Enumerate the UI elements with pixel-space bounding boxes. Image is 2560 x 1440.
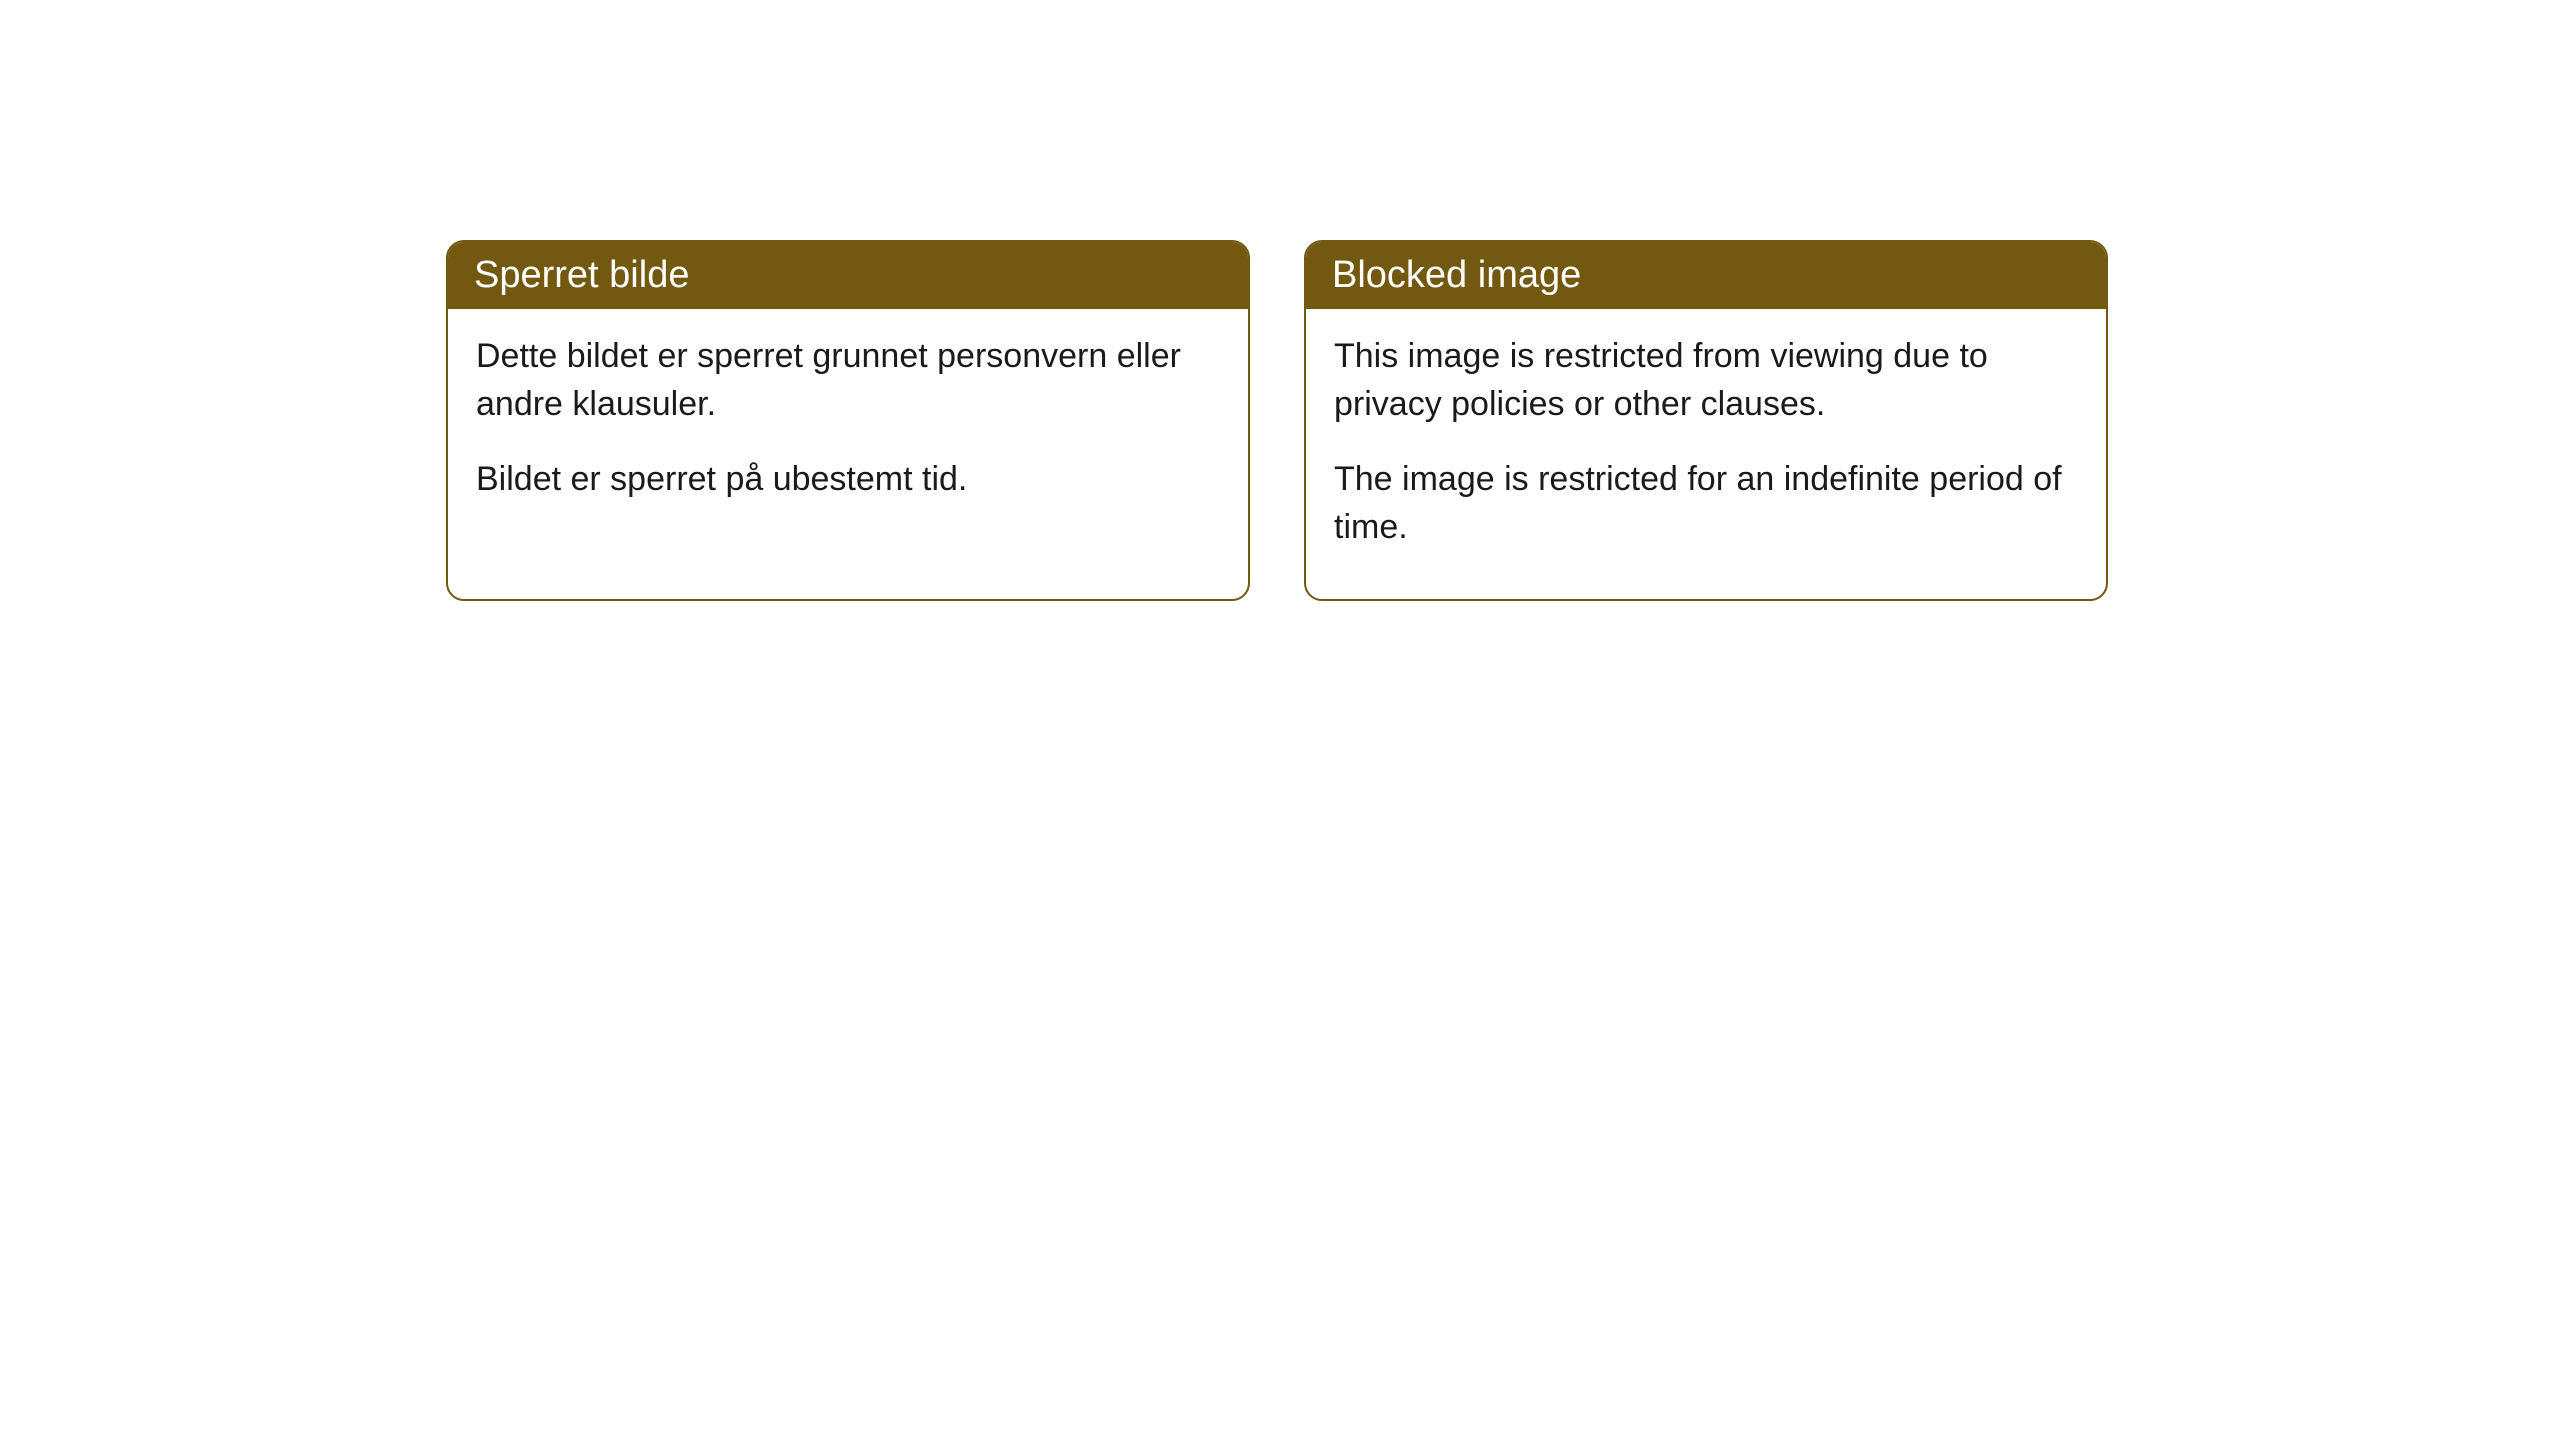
card-header-norwegian: Sperret bilde <box>448 242 1248 309</box>
card-body-english: This image is restricted from viewing du… <box>1306 309 2106 599</box>
blocked-image-card-english: Blocked image This image is restricted f… <box>1304 240 2108 601</box>
info-cards-container: Sperret bilde Dette bildet er sperret gr… <box>446 240 2108 601</box>
card-header-english: Blocked image <box>1306 242 2106 309</box>
blocked-image-card-norwegian: Sperret bilde Dette bildet er sperret gr… <box>446 240 1250 601</box>
card-paragraph: The image is restricted for an indefinit… <box>1334 456 2078 551</box>
card-title: Sperret bilde <box>474 254 689 296</box>
card-body-norwegian: Dette bildet er sperret grunnet personve… <box>448 309 1248 552</box>
card-paragraph: This image is restricted from viewing du… <box>1334 333 2078 428</box>
card-title: Blocked image <box>1332 254 1581 296</box>
card-paragraph: Dette bildet er sperret grunnet personve… <box>476 333 1220 428</box>
card-paragraph: Bildet er sperret på ubestemt tid. <box>476 456 1220 504</box>
